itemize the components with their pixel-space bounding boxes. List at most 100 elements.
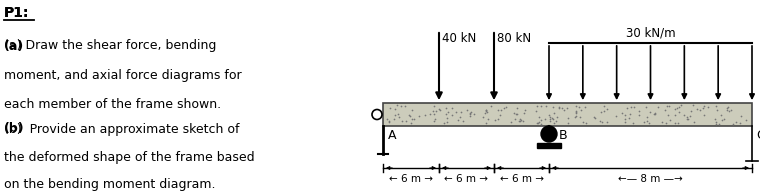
Point bbox=[673, 105, 686, 109]
Point bbox=[702, 105, 714, 108]
Point bbox=[556, 106, 568, 110]
Point bbox=[610, 114, 622, 117]
Point bbox=[553, 106, 565, 109]
Point bbox=[480, 108, 492, 112]
Point bbox=[511, 112, 523, 115]
Point bbox=[382, 119, 394, 122]
Point bbox=[480, 122, 492, 125]
Point bbox=[442, 120, 454, 123]
Point bbox=[535, 104, 547, 108]
Point bbox=[519, 108, 531, 111]
Point bbox=[622, 107, 634, 110]
Point bbox=[730, 120, 743, 123]
Point bbox=[438, 122, 450, 125]
Point bbox=[441, 116, 453, 119]
Point bbox=[649, 112, 661, 115]
Point bbox=[543, 113, 555, 117]
Point bbox=[464, 112, 477, 115]
Point bbox=[546, 105, 559, 108]
Point bbox=[383, 121, 395, 124]
Point bbox=[575, 109, 587, 112]
Point bbox=[722, 105, 734, 108]
Point bbox=[451, 119, 464, 122]
Point bbox=[406, 117, 418, 120]
Point bbox=[482, 118, 494, 121]
Point bbox=[511, 106, 524, 110]
Point bbox=[467, 113, 480, 116]
Text: moment, and axial force diagrams for: moment, and axial force diagrams for bbox=[4, 69, 242, 82]
Point bbox=[399, 104, 411, 108]
Point bbox=[681, 117, 693, 120]
Point bbox=[574, 116, 586, 119]
Point bbox=[640, 106, 652, 109]
Point bbox=[392, 113, 404, 116]
Point bbox=[396, 119, 408, 122]
Point bbox=[530, 109, 542, 113]
Point bbox=[549, 119, 562, 122]
Text: on the bending moment diagram.: on the bending moment diagram. bbox=[4, 178, 215, 191]
Point bbox=[573, 105, 585, 109]
Point bbox=[569, 116, 581, 119]
Point bbox=[388, 114, 401, 117]
Point bbox=[543, 117, 556, 120]
Point bbox=[569, 110, 581, 113]
Bar bbox=[537, 143, 561, 148]
Point bbox=[715, 114, 727, 117]
Point bbox=[562, 116, 574, 119]
Point bbox=[698, 113, 711, 117]
Point bbox=[494, 113, 506, 116]
Point bbox=[544, 120, 556, 123]
Text: B: B bbox=[559, 129, 568, 142]
Text: 80 kN: 80 kN bbox=[497, 32, 531, 45]
Point bbox=[727, 122, 739, 125]
Point bbox=[577, 120, 589, 123]
Point bbox=[384, 106, 396, 110]
Point bbox=[388, 118, 401, 121]
Point bbox=[587, 115, 600, 119]
Point bbox=[465, 110, 477, 113]
Point bbox=[664, 118, 676, 121]
Point bbox=[616, 112, 628, 115]
Point bbox=[498, 107, 510, 110]
Point bbox=[548, 111, 560, 114]
Point bbox=[675, 103, 687, 107]
Point bbox=[464, 115, 476, 118]
Point bbox=[638, 120, 650, 123]
Point bbox=[534, 121, 546, 124]
Text: (b): (b) bbox=[4, 122, 24, 135]
Point bbox=[698, 104, 710, 107]
Text: (a) Draw the shear force, bending: (a) Draw the shear force, bending bbox=[4, 39, 216, 52]
Point bbox=[479, 111, 491, 114]
Point bbox=[588, 116, 600, 119]
Point bbox=[492, 117, 504, 121]
Point bbox=[632, 110, 644, 113]
Text: ←— 8 m —→: ←— 8 m —→ bbox=[618, 174, 683, 184]
Point bbox=[535, 119, 547, 122]
Point bbox=[428, 104, 440, 108]
Point bbox=[720, 106, 733, 110]
Point bbox=[485, 104, 497, 107]
Text: 30 kN/m: 30 kN/m bbox=[625, 26, 676, 39]
Bar bbox=[383, 103, 752, 126]
Point bbox=[723, 110, 735, 113]
Point bbox=[480, 110, 492, 113]
Point bbox=[670, 106, 682, 109]
Point bbox=[477, 116, 489, 119]
Point bbox=[419, 113, 431, 116]
Point bbox=[403, 114, 415, 117]
Point bbox=[539, 118, 551, 121]
Point bbox=[508, 117, 521, 120]
Point bbox=[440, 106, 452, 109]
Point bbox=[440, 113, 452, 116]
Point bbox=[454, 115, 467, 119]
Point bbox=[626, 122, 638, 125]
Point bbox=[691, 107, 703, 110]
Point bbox=[680, 115, 692, 118]
Point bbox=[413, 114, 426, 117]
Point bbox=[509, 112, 521, 115]
Text: (b)  Provide an approximate sketch of: (b) Provide an approximate sketch of bbox=[4, 123, 239, 136]
Text: P1:: P1: bbox=[4, 6, 30, 20]
Point bbox=[429, 109, 442, 112]
Point bbox=[652, 105, 664, 109]
Point bbox=[518, 119, 530, 122]
